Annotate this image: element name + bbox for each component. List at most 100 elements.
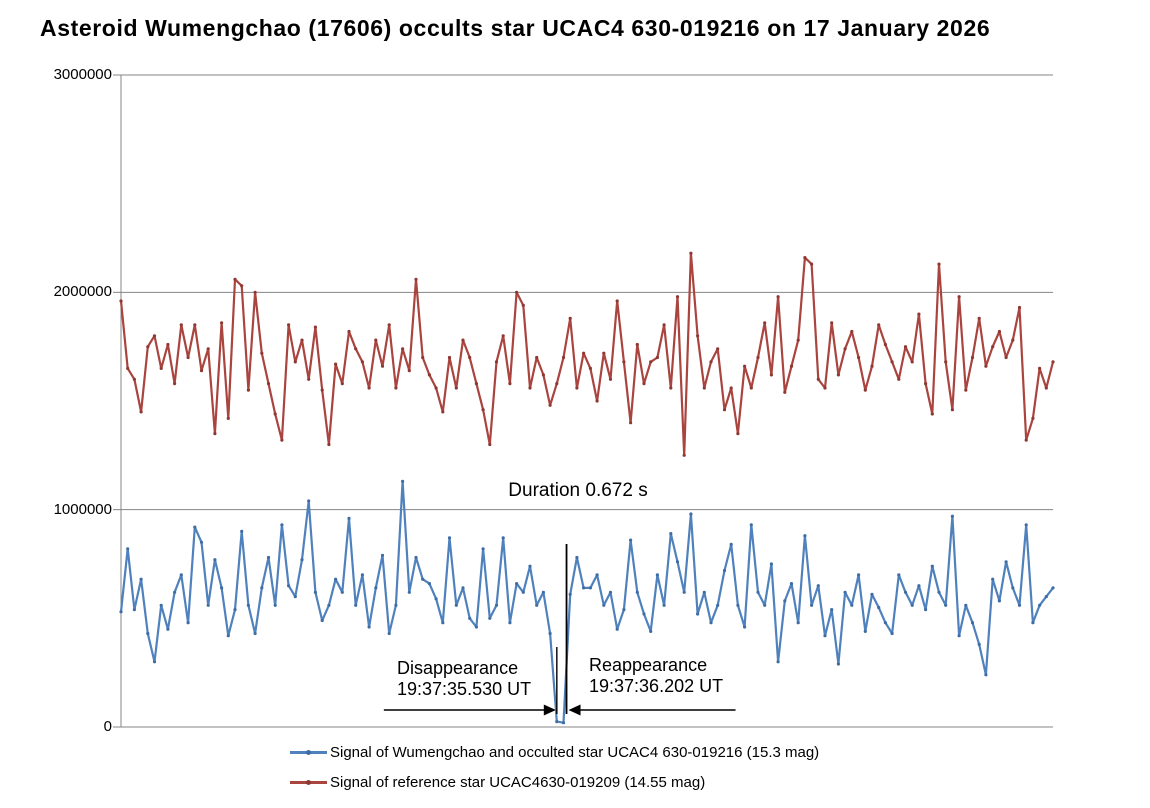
data-point-marker [823, 634, 827, 638]
data-point-marker [152, 334, 157, 338]
reappearance-annotation: Reappearance 19:37:36.202 UT [589, 655, 723, 697]
data-point-marker [427, 373, 431, 377]
data-point-marker [890, 631, 894, 636]
data-point-marker [334, 362, 338, 366]
data-point-marker [508, 382, 512, 386]
data-point-marker [401, 479, 405, 483]
data-point-marker [199, 540, 204, 544]
data-point-marker [850, 329, 854, 334]
data-point-marker [756, 590, 760, 594]
data-point-marker [555, 720, 559, 724]
data-point-marker [441, 410, 445, 414]
data-point-marker [474, 382, 478, 386]
data-point-marker [675, 560, 680, 564]
data-point-marker [669, 532, 673, 536]
data-point-marker [561, 355, 566, 360]
data-point-marker [367, 625, 371, 629]
data-point-marker [857, 355, 861, 360]
data-point-marker [883, 342, 888, 347]
y-axis-tick-label: 1000000 [53, 500, 112, 518]
data-point-marker [186, 621, 190, 625]
data-point-marker [307, 499, 311, 503]
data-point-marker [313, 325, 317, 329]
data-point-marker [280, 523, 284, 527]
data-point-marker [146, 345, 150, 349]
data-point-marker [441, 621, 445, 625]
data-point-marker [139, 577, 143, 581]
data-point-marker [897, 573, 901, 577]
data-point-marker [407, 369, 411, 373]
data-point-marker [890, 360, 894, 364]
data-point-marker [152, 660, 157, 664]
data-point-marker [977, 642, 981, 647]
data-point-marker [159, 366, 163, 370]
data-point-marker [877, 323, 881, 327]
data-point-marker [541, 590, 546, 594]
data-point-marker [595, 399, 599, 403]
data-point-marker [360, 360, 364, 364]
data-point-marker [226, 416, 230, 420]
data-point-marker [1004, 560, 1008, 564]
data-point-marker [179, 573, 183, 577]
data-point-marker [749, 386, 753, 390]
data-point-marker [266, 382, 271, 386]
data-point-marker [126, 366, 130, 370]
data-point-marker [1024, 523, 1028, 527]
data-point-marker [984, 364, 988, 368]
data-point-marker [709, 621, 713, 625]
data-point-marker [950, 514, 955, 518]
data-point-marker [669, 386, 673, 390]
data-point-marker [407, 590, 411, 594]
legend-line-sample-red [290, 779, 327, 785]
y-axis-tick-label: 0 [103, 718, 112, 735]
data-point-marker [810, 603, 814, 607]
data-point-marker [119, 610, 123, 614]
data-point-marker [233, 277, 237, 281]
data-point-marker [488, 616, 492, 620]
data-point-marker [260, 586, 264, 590]
data-point-marker [515, 290, 519, 294]
data-point-marker [729, 386, 733, 390]
data-point-marker [870, 592, 874, 597]
data-point-marker [716, 347, 720, 351]
data-point-marker [414, 277, 418, 281]
data-point-marker [347, 516, 351, 521]
data-point-marker [937, 262, 941, 266]
data-point-marker [629, 421, 633, 425]
disappearance-time: 19:37:35.530 UT [397, 679, 532, 699]
data-point-marker [380, 364, 385, 368]
data-point-marker [327, 603, 331, 607]
series-line-occulted-star [119, 480, 1055, 724]
data-point-marker [588, 366, 593, 370]
legend-marker-dot-blue [306, 749, 311, 755]
data-point-marker [414, 555, 418, 560]
data-point-marker [273, 412, 277, 416]
data-point-marker [427, 582, 431, 586]
data-point-marker [454, 386, 458, 390]
data-point-marker [421, 355, 425, 360]
data-point-marker [810, 262, 814, 266]
data-point-marker [320, 388, 324, 392]
data-point-marker [702, 590, 706, 594]
data-point-marker [1051, 586, 1055, 590]
y-axis-tick-label: 2000000 [53, 283, 112, 301]
data-point-marker [696, 334, 700, 338]
data-point-marker [729, 542, 733, 547]
data-point-marker [360, 573, 364, 577]
data-point-marker [944, 360, 948, 364]
data-point-marker [394, 386, 398, 390]
data-point-marker [380, 553, 385, 557]
data-point-marker [736, 603, 740, 607]
data-point-marker [1017, 603, 1022, 607]
data-point-marker [977, 316, 981, 320]
data-point-marker [655, 573, 660, 577]
data-point-marker [629, 538, 633, 542]
data-point-marker [1051, 360, 1055, 364]
data-point-marker [468, 355, 472, 360]
data-point-marker [307, 377, 311, 381]
legend: Signal of Wumengchao and occulted star U… [290, 744, 819, 804]
data-point-marker [327, 442, 331, 447]
data-point-marker [910, 603, 914, 607]
data-point-marker [374, 586, 378, 590]
